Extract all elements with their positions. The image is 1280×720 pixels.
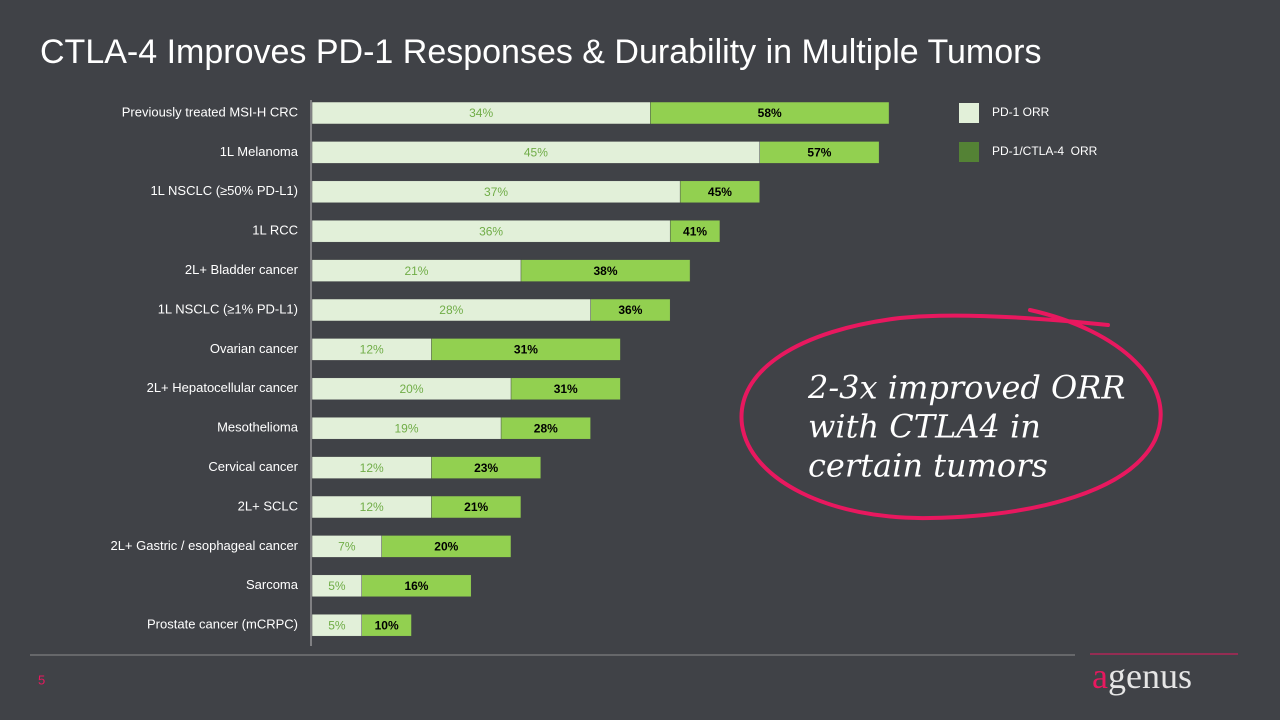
category-label: 1L Melanoma <box>220 144 299 159</box>
value-label: 23% <box>474 461 498 475</box>
annotation: certain tumors <box>808 447 1048 485</box>
value-label: 12% <box>360 461 384 475</box>
logo-accent: a <box>1092 656 1108 696</box>
chart-title: CTLA-4 Improves PD-1 Responses & Durabil… <box>40 33 1041 71</box>
category-label: 2L+ SCLC <box>238 498 298 513</box>
bar <box>311 298 591 322</box>
value-label: 41% <box>683 224 707 238</box>
value-label: 12% <box>360 343 384 357</box>
value-label: 31% <box>554 382 578 396</box>
value-label: 45% <box>524 146 548 160</box>
category-label: Prostate cancer (mCRPC) <box>147 617 298 632</box>
value-label: 36% <box>618 303 642 317</box>
value-label: 38% <box>594 264 618 278</box>
value-label: 37% <box>484 185 508 199</box>
category-label: Previously treated MSI-H CRC <box>122 104 298 119</box>
value-label: 28% <box>534 421 558 435</box>
bar <box>311 416 502 440</box>
category-label: 2L+ Hepatocellular cancer <box>147 380 299 395</box>
value-label: 28% <box>439 303 463 317</box>
logo: agenus <box>1092 656 1192 696</box>
legend-label: PD-1 ORR <box>992 105 1050 119</box>
category-label: 2L+ Gastric / esophageal cancer <box>110 538 298 553</box>
value-label: 45% <box>708 185 732 199</box>
value-label: 34% <box>469 106 493 120</box>
bar <box>311 141 760 164</box>
value-label: 58% <box>758 106 782 120</box>
bar <box>311 377 512 401</box>
value-label: 19% <box>395 421 419 435</box>
bar <box>311 180 681 204</box>
bar <box>311 219 671 243</box>
category-label: 1L NSCLC (≥50% PD-L1) <box>150 183 298 198</box>
legend-swatch <box>959 142 979 162</box>
legend-swatch <box>959 103 979 123</box>
bar <box>311 495 432 519</box>
value-label: 7% <box>338 540 356 554</box>
category-label: Sarcoma <box>246 577 299 592</box>
category-label: Mesothelioma <box>217 420 299 435</box>
bar <box>311 101 651 125</box>
category-label: 2L+ Bladder cancer <box>185 262 299 277</box>
bar <box>311 456 432 479</box>
value-label: 57% <box>807 146 831 160</box>
bar <box>311 259 522 282</box>
legend-label: PD-1/CTLA-4 ORR <box>992 144 1098 158</box>
annotation: 2-3x improved ORR <box>807 369 1125 407</box>
value-label: 31% <box>514 343 538 357</box>
value-label: 16% <box>404 579 428 593</box>
bar <box>311 535 382 558</box>
category-label: Cervical cancer <box>208 459 298 474</box>
value-label: 21% <box>464 500 488 514</box>
value-label: 36% <box>479 224 503 238</box>
category-label: 1L NSCLC (≥1% PD-L1) <box>158 301 298 316</box>
category-label: Ovarian cancer <box>210 341 299 356</box>
bar <box>311 574 362 598</box>
value-label: 21% <box>404 264 428 278</box>
bar <box>311 338 432 361</box>
highlight-circle <box>739 308 1163 521</box>
page-number: 5 <box>38 672 45 687</box>
logo-text: genus <box>1108 656 1192 696</box>
value-label: 10% <box>375 618 399 632</box>
value-label: 12% <box>360 500 384 514</box>
value-label: 5% <box>328 579 346 593</box>
value-label: 20% <box>399 382 423 396</box>
category-label: 1L RCC <box>252 223 298 238</box>
annotation: with CTLA4 in <box>808 408 1041 446</box>
value-label: 5% <box>328 618 346 632</box>
value-label: 20% <box>434 540 458 554</box>
bar <box>311 613 362 637</box>
